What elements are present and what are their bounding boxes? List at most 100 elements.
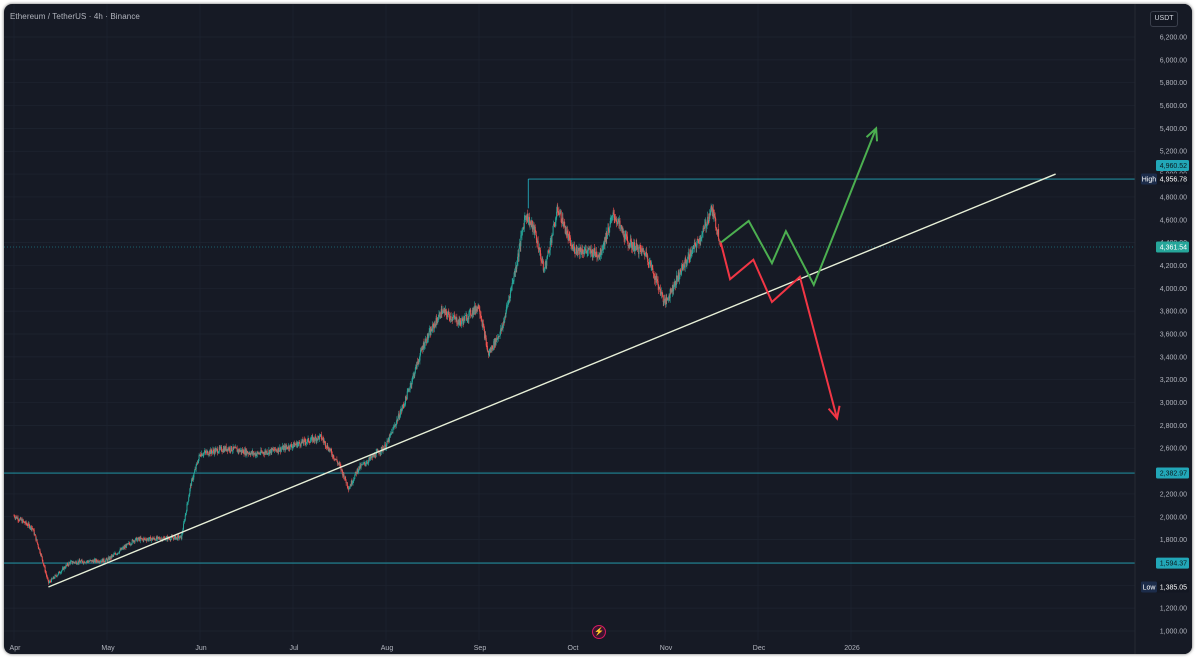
candle-body: [206, 450, 208, 452]
candle-body: [267, 452, 269, 454]
candle-body: [410, 383, 412, 387]
candle-body: [212, 449, 214, 452]
candle-body: [536, 239, 538, 244]
candle-body: [125, 545, 127, 548]
candle-body: [23, 521, 25, 523]
candle-body: [135, 538, 137, 541]
candle-body: [223, 448, 225, 452]
candle-body: [145, 538, 147, 540]
candle-body: [586, 251, 588, 253]
price-chart[interactable]: 1,000.001,200.001,400.001,600.001,800.00…: [4, 4, 1192, 654]
candle-body: [34, 534, 36, 536]
candle-body: [597, 255, 599, 258]
candle-body: [510, 287, 512, 291]
candle-body: [606, 232, 608, 239]
y-tick-label: 1,800.00: [1160, 537, 1187, 544]
low-value-tag: 1,385.05: [1160, 585, 1187, 592]
candle-body: [52, 576, 54, 579]
candle-body: [646, 251, 648, 257]
candle-body: [411, 377, 413, 382]
candle-body: [73, 561, 75, 563]
candle-body: [546, 258, 548, 266]
x-tick-label: 2026: [844, 645, 860, 652]
candle-body: [198, 458, 200, 463]
candle-body: [430, 328, 432, 332]
candle-body: [224, 447, 226, 451]
candle-body: [229, 447, 231, 451]
candle-body: [467, 317, 469, 320]
candle-body: [709, 213, 711, 216]
candle-body: [469, 310, 471, 313]
candle-body: [486, 345, 488, 352]
candle-body: [236, 447, 238, 449]
candle-body: [315, 436, 317, 438]
candle-body: [530, 223, 532, 225]
candle-body: [708, 220, 710, 222]
candle-body: [292, 445, 294, 447]
candle-body: [75, 561, 77, 564]
candle-body: [587, 248, 589, 251]
candle-body: [67, 563, 69, 566]
candle-body: [418, 361, 420, 362]
candle-body: [227, 448, 229, 451]
candle-body: [118, 552, 120, 554]
candle-body: [514, 271, 516, 273]
candle-body: [127, 543, 129, 545]
candle-body: [614, 217, 616, 220]
candle-body: [396, 419, 398, 423]
candle-body: [159, 537, 161, 540]
y-tick-label: 3,200.00: [1160, 377, 1187, 384]
candle-body: [395, 422, 397, 426]
bullish-projection-arrow-head: [865, 126, 879, 142]
candle-body: [29, 527, 31, 529]
candle-body: [503, 321, 505, 325]
candle-body: [651, 264, 653, 269]
candle-body: [104, 561, 106, 563]
candle-body: [364, 463, 366, 465]
candle-body: [705, 226, 707, 228]
candle-body: [572, 247, 574, 250]
candle-body: [309, 442, 311, 443]
candle-body: [294, 444, 296, 447]
candle-body: [360, 464, 362, 468]
candle-body: [247, 453, 249, 454]
candle-body: [500, 328, 502, 333]
candle-body: [327, 445, 329, 449]
candle-body: [240, 449, 242, 451]
candle-body: [513, 275, 515, 282]
candle-body: [251, 451, 253, 453]
candle-body: [405, 396, 407, 405]
candle-body: [346, 482, 348, 484]
candle-body: [666, 297, 668, 300]
candle-body: [435, 318, 437, 327]
candle-body: [159, 539, 161, 541]
candle-body: [187, 502, 189, 504]
candle-body: [714, 213, 716, 216]
lightning-icon[interactable]: ⚡: [592, 625, 606, 639]
candle-body: [266, 451, 268, 454]
candle-body: [131, 543, 133, 545]
currency-button[interactable]: USDT: [1150, 11, 1178, 27]
candle-body: [571, 245, 573, 247]
level-value-tag-bg: [1156, 467, 1189, 479]
candle-body: [614, 217, 616, 219]
candle-body: [277, 447, 279, 453]
candle-body: [547, 250, 549, 256]
symbol-title[interactable]: Ethereum / TetherUS · 4h · Binance: [10, 12, 140, 21]
candle-body: [534, 226, 536, 233]
candle-body: [716, 229, 718, 231]
candle-body: [634, 250, 636, 252]
candle-body: [413, 373, 415, 377]
candle-body: [647, 262, 649, 264]
candle-body: [264, 450, 266, 453]
candle-body: [389, 435, 391, 436]
candle-body: [704, 224, 706, 229]
candle-body: [451, 319, 453, 321]
x-tick-label: Dec: [753, 645, 766, 652]
candle-body: [718, 229, 720, 240]
candle-body: [63, 567, 65, 570]
candle-body: [345, 476, 347, 481]
candle-body: [648, 261, 650, 265]
candle-body: [65, 565, 67, 568]
y-tick-label: 3,800.00: [1160, 309, 1187, 316]
